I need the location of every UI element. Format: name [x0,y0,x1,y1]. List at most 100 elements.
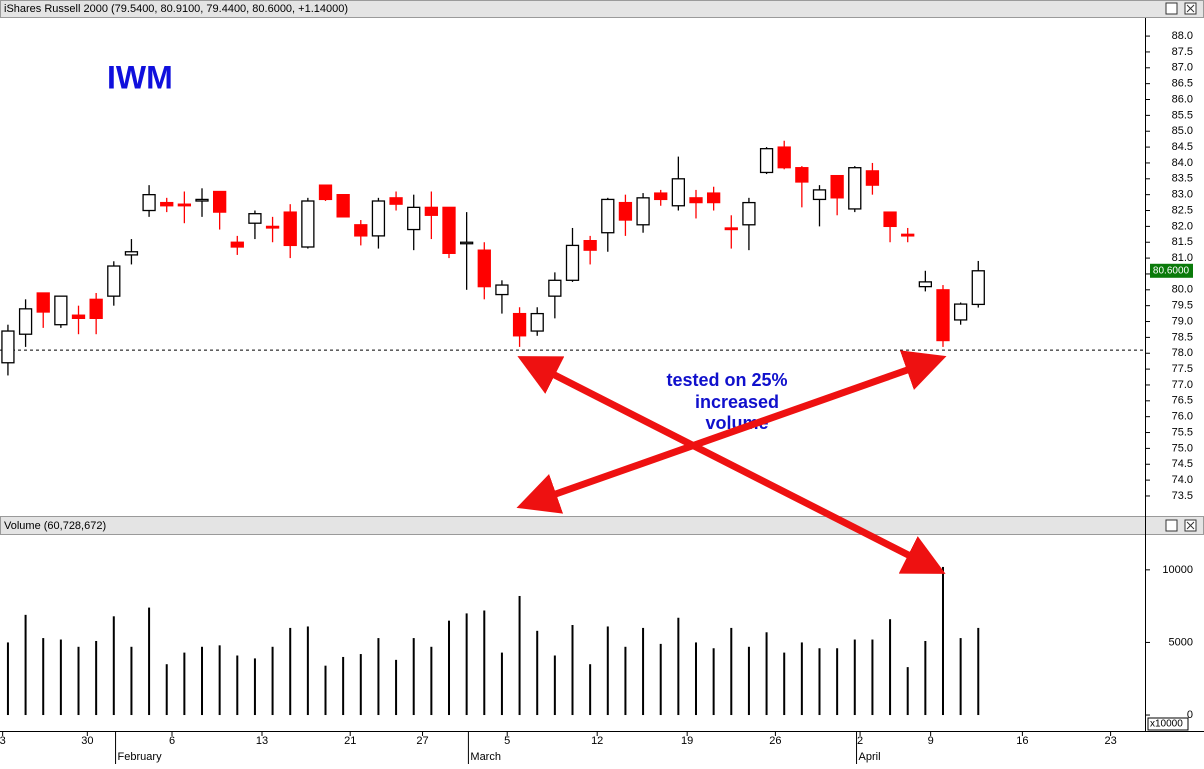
candle-body [512,312,527,337]
candle-body [654,192,668,201]
candle-body [971,270,985,306]
volume-bar [289,627,292,716]
maximize-button[interactable] [1165,519,1178,532]
candle-body [953,303,968,321]
volume-bar [571,625,574,716]
candle-body [706,192,721,204]
candle-body [689,197,703,204]
y-tick-label: 87.5 [1172,46,1193,58]
x-tick-label: 23 [1104,735,1116,747]
volume-bar [818,648,821,716]
multiplier-box [1147,717,1189,731]
arrow [516,350,947,514]
volume-bar [183,652,186,716]
volume-bar [77,646,80,716]
candle-body [1,330,15,364]
volume-bar [712,648,715,716]
candle-body [36,292,50,313]
symbol-label: IWM [107,59,173,95]
volume-bar [465,613,468,716]
candle-body [230,241,244,248]
last-price-label: 80.6000 [1153,265,1190,276]
candle-body [883,211,897,228]
volume-bar [941,566,944,716]
volume-bar [553,655,556,716]
y-tick-label: 77.5 [1172,363,1193,375]
volume-bar [306,626,309,716]
y-tick-label: 85.0 [1172,125,1193,137]
candle-body [160,201,174,207]
y-tick-label: 81.5 [1172,236,1193,248]
candle-body [477,249,491,288]
y-tick-label: 88.0 [1172,30,1193,42]
x-tick-label: 16 [1016,735,1028,747]
x-tick-label: 26 [769,735,781,747]
x-tick-label: 30 [81,735,93,747]
candle-body [283,211,297,247]
x-tick-label: 5 [504,735,510,747]
volume-bar [977,627,980,716]
volume-bar [906,667,909,716]
y-tick-label: 85.5 [1172,109,1193,121]
volume-bar [853,639,856,716]
candle-body [530,312,544,332]
volume-bar [201,646,204,716]
volume-bar [536,630,539,716]
close-icon [1186,521,1195,530]
y-tick-label: 0 [1187,709,1193,721]
volume-bar [236,655,239,716]
volume-bar [0,516,1204,535]
x-tick-label: 12 [591,735,603,747]
candle-body [724,227,738,231]
volume-bar [606,626,609,716]
candle-body [142,194,156,212]
y-tick-label: 80.0 [1172,284,1193,296]
candle-body [407,206,421,231]
month-label: March [470,751,501,763]
y-tick-label: 75.5 [1172,426,1193,438]
x-tick-label: 6 [169,735,175,747]
x-tick-label: 3 [0,735,6,747]
y-tick-label: 74.0 [1172,474,1193,486]
volume-bar [448,620,451,716]
candle-body [495,284,509,296]
candle-body [742,201,756,226]
volume-bar [412,638,415,716]
candle-body [248,213,262,224]
candle-body [442,206,456,254]
candle-body [212,190,227,213]
volume-bar [871,639,874,716]
plot: 73.5 74.0 74.5 75.0 75.5 76.0 76.5 77.0 77.5 78.0… [0,30,1193,764]
volume-bar [642,627,645,716]
x-tick-label: 2 [857,735,863,747]
y-tick-label: 78.0 [1172,347,1193,359]
y-tick-label: 83.5 [1172,173,1193,185]
y-tick-label: 77.0 [1172,379,1193,391]
candle-body [636,197,650,226]
candle-body [371,200,386,237]
volume-bar [959,638,962,716]
x-tick-label: 9 [928,735,934,747]
volume-bar [924,640,927,716]
candle-body [671,178,686,207]
title-bar-text: iShares Russell 2000 (79.5400, 80.9100, … [4,3,348,15]
volume-bar [783,652,786,716]
candle-body [795,167,809,183]
y-tick-label: 84.5 [1172,141,1193,153]
volume-bar [253,658,256,716]
candle-body [583,240,597,251]
candle-body [618,201,633,221]
candle-body [830,174,844,199]
candle-body [89,298,103,320]
candle-body [54,295,68,326]
y-tick-label: 74.5 [1172,458,1193,470]
candle-body [318,184,333,201]
volume-bar [730,627,733,716]
candle-body [424,206,439,216]
maximize-button[interactable] [1165,2,1178,15]
candle-body [918,281,933,288]
volume-bar [359,654,362,716]
candle-body [548,279,562,297]
